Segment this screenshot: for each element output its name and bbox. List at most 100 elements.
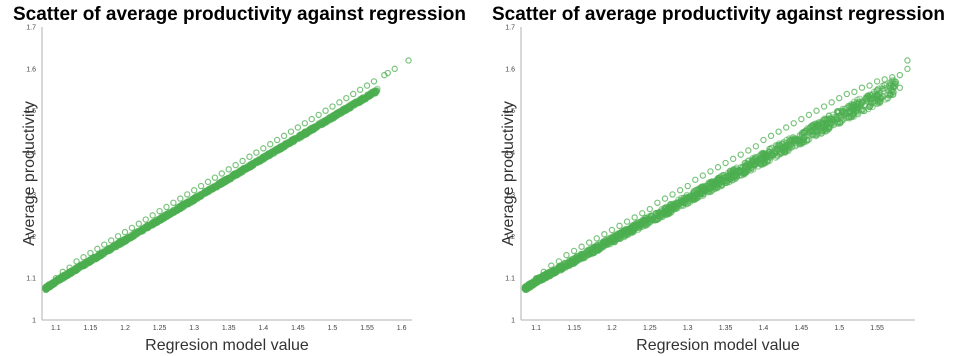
data-point bbox=[896, 71, 904, 79]
x-tick-label: 1.45 bbox=[291, 325, 305, 332]
data-point bbox=[533, 275, 540, 283]
data-point bbox=[336, 99, 343, 106]
x-axis-title: Regresion model value bbox=[145, 337, 309, 354]
data-point bbox=[698, 187, 705, 195]
data-point bbox=[737, 151, 744, 158]
data-point bbox=[669, 203, 677, 210]
data-point bbox=[713, 178, 720, 186]
data-point bbox=[722, 159, 729, 167]
data-point bbox=[43, 282, 51, 290]
data-point bbox=[782, 124, 790, 131]
data-point bbox=[820, 116, 828, 124]
data-point bbox=[643, 214, 650, 222]
chart-title: Scatter of average productivity against … bbox=[13, 4, 466, 25]
data-point bbox=[628, 227, 636, 234]
data-point bbox=[839, 111, 847, 119]
data-point bbox=[790, 120, 797, 127]
data-point bbox=[356, 86, 364, 93]
x-tick-label: 1.4 bbox=[759, 325, 769, 332]
data-point bbox=[142, 216, 149, 223]
x-tick-label: 1.2 bbox=[607, 325, 617, 332]
data-point bbox=[836, 94, 843, 102]
data-point bbox=[577, 253, 585, 260]
chart-title: Scatter of average productivity against … bbox=[492, 4, 945, 25]
data-point bbox=[601, 230, 608, 238]
data-point bbox=[785, 147, 792, 155]
data-point bbox=[798, 115, 805, 123]
data-point bbox=[197, 182, 205, 190]
data-point bbox=[593, 244, 600, 252]
data-point bbox=[904, 57, 911, 64]
data-point bbox=[847, 107, 854, 115]
data-point bbox=[267, 140, 274, 148]
data-point bbox=[145, 221, 153, 229]
y-tick-label: 1.5 bbox=[505, 108, 515, 115]
data-point bbox=[83, 258, 91, 265]
data-point bbox=[301, 120, 309, 127]
data-point bbox=[315, 111, 322, 119]
data-point bbox=[752, 143, 760, 150]
data-point bbox=[623, 218, 631, 225]
data-point bbox=[563, 251, 570, 259]
x-tick-label: 1.55 bbox=[870, 325, 884, 332]
data-point bbox=[159, 215, 167, 222]
scatter-points bbox=[42, 57, 412, 294]
data-point bbox=[68, 267, 75, 274]
data-point bbox=[813, 122, 820, 129]
y-tick-label: 1.4 bbox=[505, 150, 515, 157]
data-point bbox=[121, 228, 129, 236]
data-point bbox=[56, 276, 64, 284]
data-point bbox=[639, 210, 646, 217]
data-point bbox=[767, 132, 775, 140]
data-point bbox=[566, 260, 574, 267]
data-point bbox=[101, 241, 108, 248]
data-point bbox=[329, 103, 336, 110]
data-point bbox=[218, 170, 226, 177]
data-point bbox=[232, 161, 239, 169]
data-point bbox=[149, 212, 156, 219]
data-point bbox=[253, 149, 260, 156]
data-point bbox=[788, 143, 796, 150]
chart-panel-left: 1 1.1 1.2 1.3 1.4 1.5 1.6 1.7 1.1 1.15 1.2 1.25 1.3 1… bbox=[13, 4, 466, 354]
data-point bbox=[730, 167, 737, 174]
data-point bbox=[211, 174, 219, 181]
data-point bbox=[273, 136, 281, 144]
y-tick-label: 1.1 bbox=[26, 276, 36, 283]
scatter-chart-right: 1 1.1 1.2 1.3 1.4 1.5 1.6 1.7 1.1 1.15 1.2 1.25 1.3 1… bbox=[500, 25, 915, 354]
data-point bbox=[363, 82, 371, 89]
data-point bbox=[122, 236, 129, 243]
data-point bbox=[336, 110, 344, 118]
y-tick-label: 1.5 bbox=[26, 108, 36, 115]
y-axis-title: Average productivity bbox=[21, 101, 38, 246]
data-point bbox=[659, 212, 667, 220]
data-point bbox=[835, 108, 842, 115]
data-point bbox=[760, 136, 767, 144]
data-point bbox=[745, 147, 752, 154]
x-tick-label: 1.2 bbox=[120, 325, 130, 332]
data-point bbox=[163, 203, 170, 211]
data-point bbox=[239, 157, 246, 165]
data-point bbox=[241, 165, 248, 173]
data-point bbox=[580, 253, 588, 261]
x-tick-label: 1.15 bbox=[84, 325, 98, 332]
data-point bbox=[291, 137, 298, 144]
y-tick-label: 1.3 bbox=[26, 192, 36, 199]
data-point bbox=[650, 215, 657, 222]
data-point bbox=[729, 155, 737, 163]
data-point bbox=[87, 249, 94, 257]
data-point bbox=[230, 171, 238, 178]
data-point bbox=[225, 166, 232, 173]
chart-panel-right: 1 1.1 1.2 1.3 1.4 1.5 1.6 1.7 1.1 1.15 1.2 1.25 1.3 1… bbox=[479, 0, 958, 356]
data-point bbox=[673, 204, 680, 211]
data-point bbox=[570, 247, 578, 255]
data-point bbox=[806, 124, 813, 132]
data-point bbox=[193, 195, 200, 202]
y-tick-label: 1 bbox=[32, 318, 36, 325]
x-tick-label: 1.5 bbox=[834, 325, 844, 332]
data-point bbox=[532, 279, 540, 286]
data-point bbox=[804, 136, 811, 144]
data-point bbox=[107, 237, 115, 244]
data-point bbox=[558, 262, 565, 270]
x-tick-label: 1.25 bbox=[153, 325, 167, 332]
data-point bbox=[522, 285, 529, 293]
